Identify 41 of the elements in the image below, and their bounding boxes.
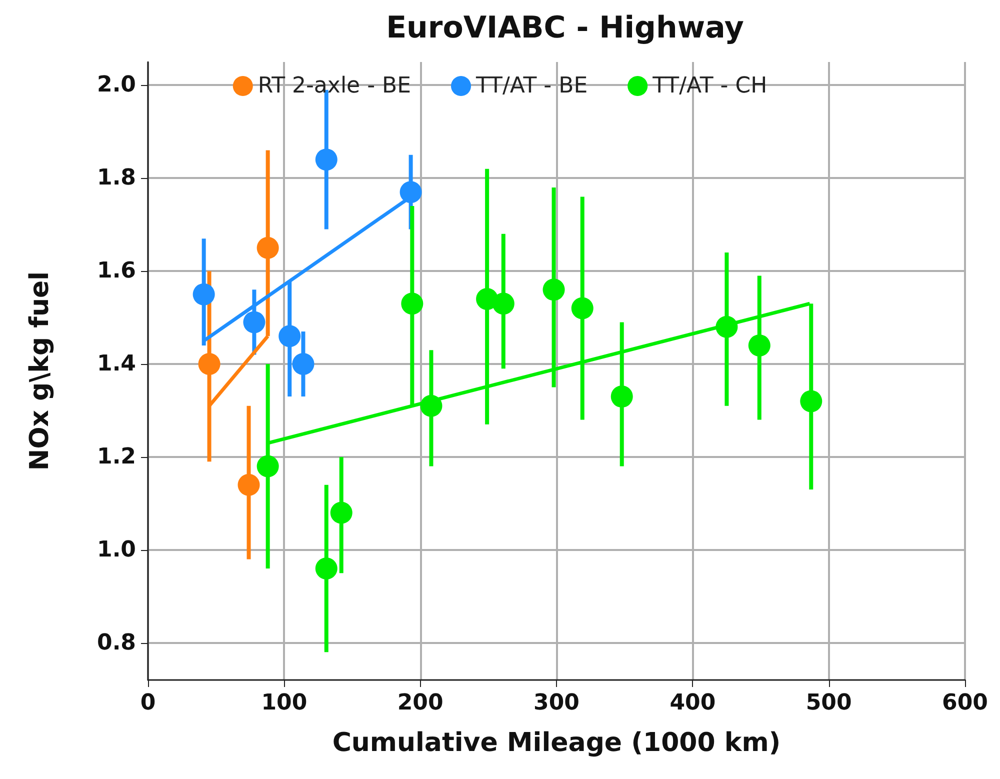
- x-tick-label: 300: [534, 690, 580, 716]
- point: [400, 181, 422, 204]
- x-axis-title: Cumulative Mileage (1000 km): [332, 728, 781, 758]
- point: [716, 316, 738, 338]
- point: [610, 386, 633, 408]
- point: [542, 278, 565, 301]
- chart-title: EuroVIABC - Highway: [386, 10, 744, 46]
- y-tick-label: 1.2: [97, 444, 136, 470]
- point: [243, 311, 266, 334]
- y-tick-label: 0.8: [97, 630, 136, 656]
- y-tick-label: 1.6: [97, 258, 136, 284]
- point: [198, 353, 220, 376]
- point: [292, 353, 314, 376]
- x-tick-label: 200: [397, 690, 444, 716]
- x-tick-label: 600: [942, 690, 988, 716]
- x-tick-label: 400: [670, 690, 716, 716]
- point: [256, 455, 279, 478]
- point: [315, 557, 338, 580]
- point: [401, 292, 424, 315]
- point: [192, 283, 215, 306]
- point: [492, 292, 514, 315]
- x-tick-label: 500: [806, 690, 852, 716]
- legend-label: RT 2-axle - BE: [258, 74, 412, 98]
- point: [238, 474, 260, 496]
- point: [256, 236, 279, 259]
- point: [330, 502, 352, 524]
- y-tick-label: 1.8: [97, 166, 136, 191]
- y-tick-label: 1.0: [97, 537, 136, 562]
- legend-label: TT/AT - CH: [652, 74, 768, 98]
- y-axis-title: NOx g\kg fuel: [25, 271, 55, 471]
- y-tick-label: 1.4: [97, 352, 136, 377]
- point: [800, 390, 822, 412]
- point: [748, 334, 770, 356]
- point: [278, 325, 301, 348]
- x-tick-label: 0: [140, 690, 156, 716]
- point: [315, 148, 338, 171]
- point: [420, 394, 442, 417]
- x-tick-label: 100: [261, 690, 308, 716]
- legend-label: TT/AT - BE: [475, 74, 588, 98]
- point: [571, 297, 594, 320]
- y-tick-label: 2.0: [97, 72, 136, 98]
